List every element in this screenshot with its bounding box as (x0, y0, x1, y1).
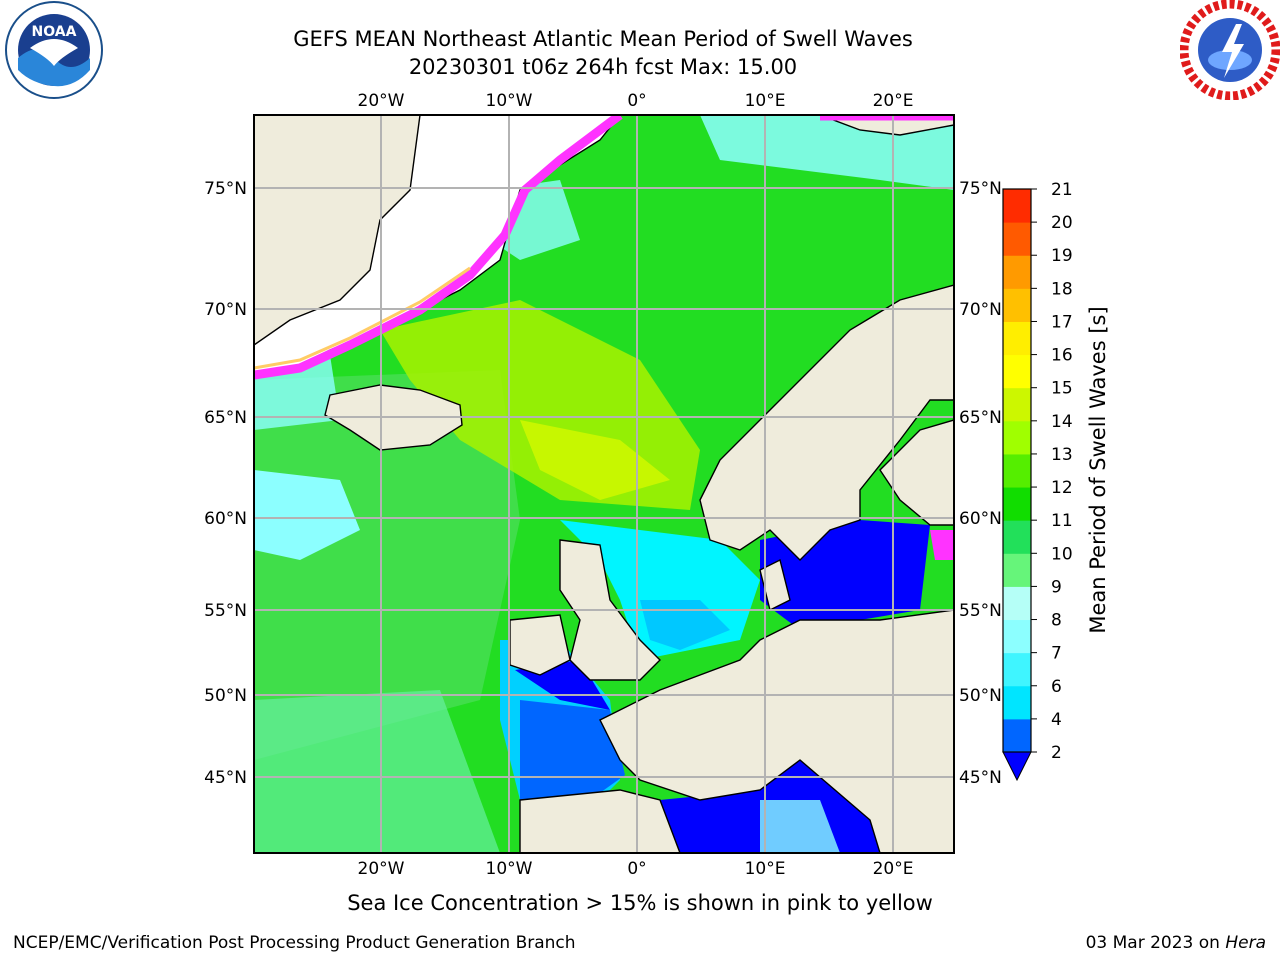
colorbar-title: Mean Period of Swell Waves [s] (1086, 306, 1110, 634)
footer-date-text: 03 Mar 2023 on (1085, 933, 1220, 953)
colorbar-bin (1003, 553, 1031, 587)
map-frame (253, 114, 955, 854)
colorbar-bin (1003, 387, 1031, 422)
sea-ice-edge (254, 115, 623, 380)
colorbar-bin (1003, 619, 1031, 654)
lat-label-right: 55°N (959, 601, 1002, 621)
colorbar-tick-label: 17 (1051, 312, 1073, 332)
lon-label-top: 20°E (873, 91, 914, 111)
lat-label-right: 70°N (959, 300, 1002, 320)
colorbar-tick-label: 18 (1051, 279, 1073, 299)
lon-label-bottom: 20°W (358, 859, 405, 879)
colorbar-bin (1003, 354, 1031, 389)
colorbar-bin (1003, 453, 1031, 488)
lon-label-top: 20°W (358, 91, 405, 111)
colorbar-bin (1003, 222, 1031, 256)
colorbar: 2 4 6 7 8 9 10 11 12 13 14 15 16 17 18 19 20 21 (1002, 180, 1073, 782)
noaa-logo-text: NOAA (32, 24, 77, 40)
lon-label-bottom: 0° (627, 859, 646, 879)
colorbar-tick-label: 9 (1051, 577, 1062, 597)
nws-logo (1180, 0, 1280, 100)
colorbar-bin (1003, 685, 1031, 720)
lat-label-left: 65°N (204, 408, 247, 428)
colorbar-bin (1003, 189, 1031, 223)
footer-date: 03 Mar 2023 on Hera (1086, 933, 1266, 953)
lon-label-bottom: 10°E (745, 859, 786, 879)
colorbar-tick-label: 15 (1051, 379, 1073, 399)
colorbar-tick-label: 19 (1051, 246, 1073, 266)
colorbar-extend-min (1002, 751, 1032, 782)
colorbar-tick-label: 13 (1051, 445, 1073, 465)
lat-label-right: 75°N (959, 179, 1002, 199)
lat-label-left: 45°N (204, 768, 247, 788)
colorbar-tick-label: 2 (1051, 743, 1062, 763)
lon-label-bottom: 10°W (486, 859, 533, 879)
colorbar-tick-label: 11 (1051, 511, 1073, 531)
chart-title: GEFS MEAN Northeast Atlantic Mean Period… (293, 27, 913, 51)
colorbar-bin (1003, 520, 1031, 554)
lat-label-right: 45°N (959, 768, 1002, 788)
graticule (254, 115, 954, 853)
colorbar-tick-label: 16 (1051, 346, 1073, 366)
colorbar-tick-label: 10 (1051, 544, 1073, 564)
colorbar-bin (1003, 487, 1031, 521)
lat-label-left: 50°N (204, 686, 247, 706)
colorbar-tick-label: 8 (1051, 611, 1062, 631)
lon-label-top: 10°W (486, 91, 533, 111)
colorbar-tick-label: 4 (1051, 710, 1062, 730)
lat-label-right: 50°N (959, 686, 1002, 706)
colorbar-tick-label: 21 (1051, 180, 1073, 200)
lat-label-right: 60°N (959, 509, 1002, 529)
colorbar-outline (1002, 188, 1032, 753)
colorbar-bin (1003, 652, 1031, 687)
lat-label-left: 70°N (204, 300, 247, 320)
sea-ice-caption: Sea Ice Concentration > 15% is shown in … (347, 891, 933, 915)
colorbar-bin (1003, 321, 1031, 356)
footer-credit: NCEP/EMC/Verification Post Processing Pr… (13, 933, 576, 953)
lat-label-left: 55°N (204, 601, 247, 621)
colorbar-tick-label: 20 (1051, 213, 1073, 233)
colorbar-tick-label: 7 (1051, 644, 1062, 664)
colorbar-tick-label: 6 (1051, 677, 1062, 697)
footer-host: Hera (1225, 933, 1266, 953)
lon-label-top: 0° (627, 91, 646, 111)
land (254, 115, 954, 853)
lat-label-left: 75°N (204, 179, 247, 199)
colorbar-bin (1003, 420, 1031, 455)
colorbar-tick-label: 12 (1051, 478, 1073, 498)
lat-label-left: 60°N (204, 509, 247, 529)
lon-label-top: 10°E (745, 91, 786, 111)
chart-subtitle: 20230301 t06z 264h fcst Max: 15.00 (408, 55, 798, 79)
noaa-logo: NOAA (5, 1, 103, 99)
lat-label-right: 65°N (959, 408, 1002, 428)
colorbar-bin (1003, 255, 1031, 289)
lon-label-bottom: 20°E (873, 859, 914, 879)
colorbar-bin (1003, 288, 1031, 322)
colorbar-tick-label: 14 (1051, 412, 1073, 432)
colorbar-bin (1003, 586, 1031, 621)
colorbar-bin (1003, 718, 1031, 753)
